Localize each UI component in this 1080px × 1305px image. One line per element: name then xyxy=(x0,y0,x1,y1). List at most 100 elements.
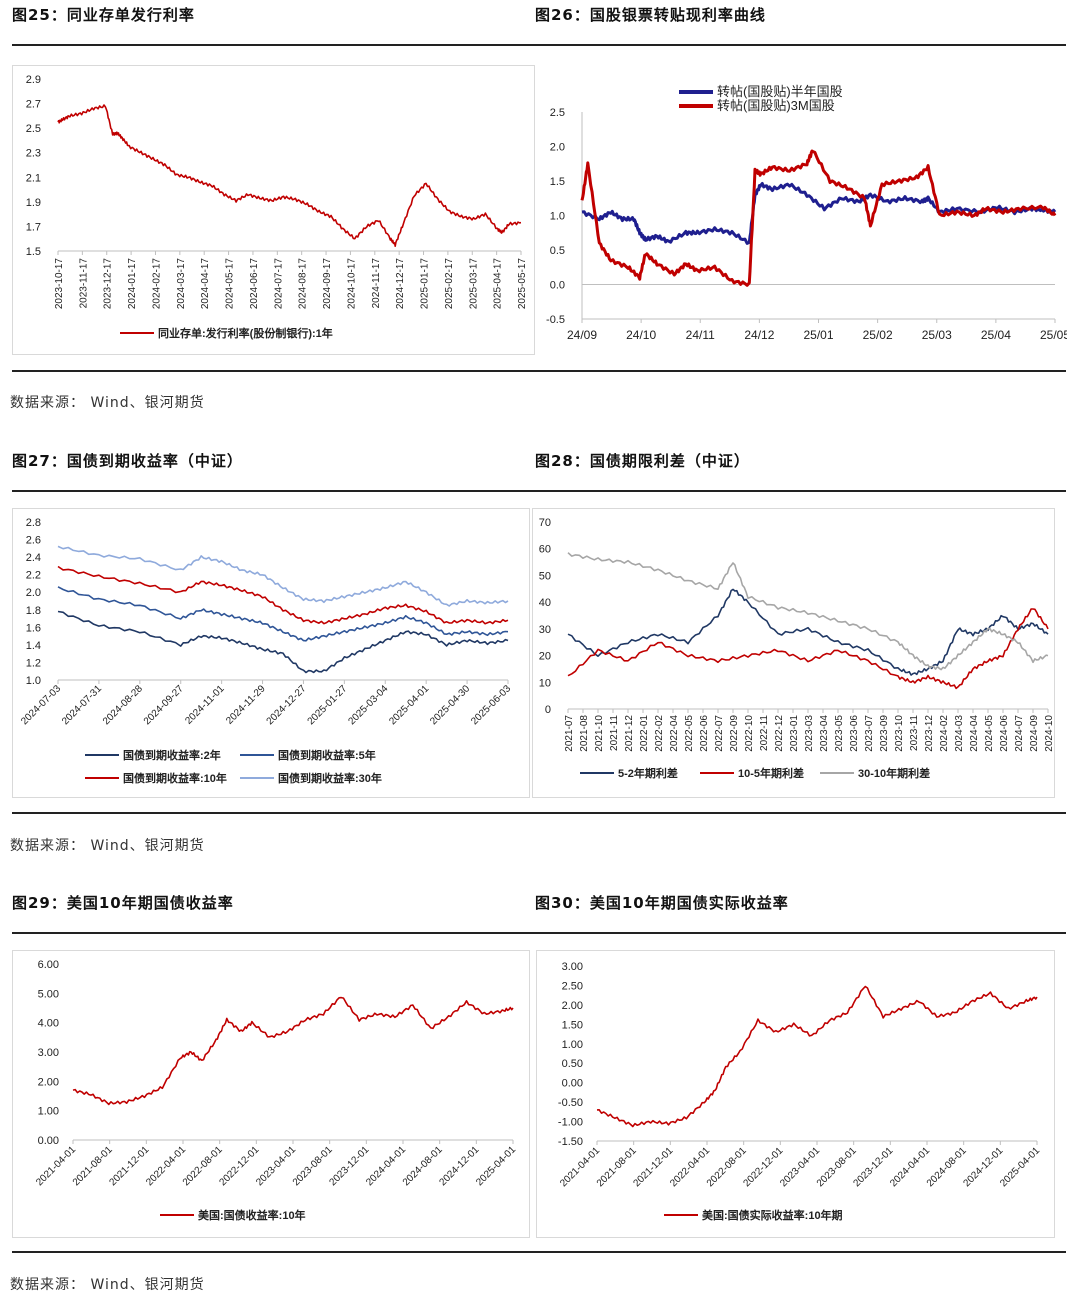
y-tick-label: 20 xyxy=(539,651,551,663)
x-tick-label: 2024-10-17 xyxy=(346,258,357,310)
y-tick-label: 0.00 xyxy=(38,1135,59,1147)
x-tick-label: 2024-09 xyxy=(1029,715,1040,752)
x-tick-label: 2023-10-17 xyxy=(54,258,65,310)
legend-label: 同业存单:发行利率(股份制银行):1年 xyxy=(158,326,333,340)
x-tick-label: 2024-07-31 xyxy=(60,683,104,727)
chart-svg-25: 2.9 2.7 2.5 2.3 2.1 1.9 1.7 1.5 2023-10-17 2023-1… xyxy=(26,74,528,340)
x-tick-label: 2022-06 xyxy=(699,715,710,752)
y-tick-label: 0.50 xyxy=(562,1058,583,1070)
series-line xyxy=(581,182,1057,245)
x-tick-label: 2023-05 xyxy=(834,715,845,752)
legend-label: 国债到期收益率:5年 xyxy=(278,748,376,762)
chart-svg-28: 70 60 50 40 30 20 10 0 2021-07 2021-08 2021-10 2021… xyxy=(539,517,1055,780)
x-tick-label: 2023-11 xyxy=(909,715,920,751)
y-tick-label: 50 xyxy=(539,570,551,582)
top-rule-3 xyxy=(12,932,1066,934)
y-tick-label: -0.5 xyxy=(546,314,565,326)
bottom-rule-3 xyxy=(12,1251,1066,1253)
y-tick-label: 2.4 xyxy=(26,552,41,564)
series-line xyxy=(57,104,522,247)
source-note-2: 数据来源： Wind、银河期货 xyxy=(10,838,205,854)
legend-label: 10-5年期利差 xyxy=(738,766,804,780)
y-tick-label: -0.50 xyxy=(558,1097,583,1109)
x-tick-label: 2022-12 xyxy=(774,715,785,752)
series-line xyxy=(596,985,1038,1128)
x-tick-label: 2024-11-01 xyxy=(183,683,227,727)
y-tick-label: 2.00 xyxy=(562,1000,583,1012)
x-tick-label: 2024-09-27 xyxy=(142,683,186,727)
legend-label: 国债到期收益率:10年 xyxy=(123,771,227,785)
figure-title-28: 图28：国债期限利差（中证） xyxy=(535,452,750,470)
y-tick-label: 0.00 xyxy=(562,1078,583,1090)
y-tick-label: 2.50 xyxy=(562,980,583,992)
x-tick-label: 2023-06 xyxy=(849,715,860,752)
x-tick-label: 2024-05-17 xyxy=(225,258,236,310)
x-tick-label: 2025-04-17 xyxy=(493,258,504,310)
series-line xyxy=(567,552,1049,671)
x-tick-label: 25/03 xyxy=(922,328,952,342)
source-note-1: 数据来源： Wind、银河期货 xyxy=(10,395,205,411)
chart-panel-25: 2.9 2.7 2.5 2.3 2.1 1.9 1.7 1.5 2023-10-17 2023-1… xyxy=(12,65,535,355)
x-tick-label: 2025-03-17 xyxy=(468,258,479,310)
y-tick-label: 1.50 xyxy=(562,1019,583,1031)
x-tick-label: 2023-03 xyxy=(804,715,815,752)
series-line xyxy=(57,565,509,625)
figure-title-25: 图25：同业存单发行利率 xyxy=(12,6,195,24)
legend-label: 5-2年期利差 xyxy=(618,766,678,780)
legend-label: 国债到期收益率:2年 xyxy=(123,748,221,762)
x-tick-label: 24/10 xyxy=(626,328,656,342)
x-tick-label: 2022-11 xyxy=(759,715,770,751)
chart-panel-29: 6.00 5.00 4.00 3.00 2.00 1.00 0.00 2021-04-01 20… xyxy=(12,950,530,1238)
y-tick-label: 2.5 xyxy=(26,123,41,135)
x-tick-label: 2025-04-30 xyxy=(428,683,472,727)
x-tick-label: 2024-10 xyxy=(1044,715,1055,752)
y-tick-label: 2.00 xyxy=(38,1076,59,1088)
x-tick-label: 2022-10 xyxy=(744,715,755,752)
series-line xyxy=(567,588,1049,676)
x-tick-label: 2022-02 xyxy=(654,715,665,752)
x-tick-label: 2022-04 xyxy=(669,715,680,752)
x-tick-label: 2024-07-03 xyxy=(19,683,63,727)
x-tick-label: 2024-09-17 xyxy=(322,258,333,310)
chart-svg-26: 2.5 2.0 1.5 1.0 0.5 0.0 -0.524/09 24/10 24/11 24/… xyxy=(546,84,1067,342)
x-tick-label: 2024-11-17 xyxy=(371,258,382,309)
x-tick-label: 2023-01 xyxy=(789,715,800,752)
x-tick-label: 2023-10 xyxy=(894,715,905,752)
legend-label: 美国:国债收益率:10年 xyxy=(198,1208,306,1222)
series-line xyxy=(57,586,509,642)
source-note-3: 数据来源： Wind、银河期货 xyxy=(10,1277,205,1293)
x-tick-label: 2024-07 xyxy=(1014,715,1025,752)
x-tick-label: 2023-12 xyxy=(924,715,935,752)
x-tick-label: 24/12 xyxy=(744,328,774,342)
x-tick-label: 2025-05-17 xyxy=(517,258,528,310)
x-tick-label: 2024-07-17 xyxy=(273,258,284,310)
bottom-rule-2 xyxy=(12,812,1066,814)
x-tick-label: 2023-12-17 xyxy=(103,258,114,310)
x-tick-label: 2025-01-27 xyxy=(306,683,350,727)
chart-panel-26: 2.5 2.0 1.5 1.0 0.5 0.0 -0.5 24/09 24/10 24/11 24/… xyxy=(536,65,1067,355)
x-tick-label: 2023-11-17 xyxy=(78,258,89,309)
x-tick-label: 2022-07 xyxy=(714,715,725,752)
figure-title-27: 图27：国债到期收益率（中证） xyxy=(12,452,243,470)
y-tick-label: 0.0 xyxy=(550,280,565,292)
x-tick-label: 2024-06 xyxy=(999,715,1010,752)
y-tick-label: 0.5 xyxy=(550,245,565,257)
x-tick-label: 24/11 xyxy=(686,328,715,342)
x-tick-label: 2024-03 xyxy=(954,715,965,752)
y-tick-label: 3.00 xyxy=(562,961,583,973)
legend-label: 国债到期收益率:30年 xyxy=(278,771,382,785)
y-tick-label: 40 xyxy=(539,597,551,609)
chart-panel-27: 2.8 2.6 2.4 2.2 2.0 1.8 1.6 1.4 1.2 1.0 2024-07-03… xyxy=(12,508,530,798)
y-tick-label: 2.0 xyxy=(550,142,565,154)
x-tick-label: 2025-04-01 xyxy=(474,1144,518,1188)
y-tick-label: 1.9 xyxy=(26,197,41,209)
top-rule-2 xyxy=(12,490,1066,492)
y-tick-label: 1.4 xyxy=(26,640,41,652)
series-line xyxy=(57,545,509,607)
x-tick-label: 2025-03-04 xyxy=(346,683,390,727)
x-tick-label: 2024-04-17 xyxy=(200,258,211,310)
y-tick-label: 2.7 xyxy=(26,99,41,111)
y-tick-label: 10 xyxy=(539,677,551,689)
legend-label: 30-10年期利差 xyxy=(858,766,930,780)
bottom-rule-1 xyxy=(12,370,1066,372)
